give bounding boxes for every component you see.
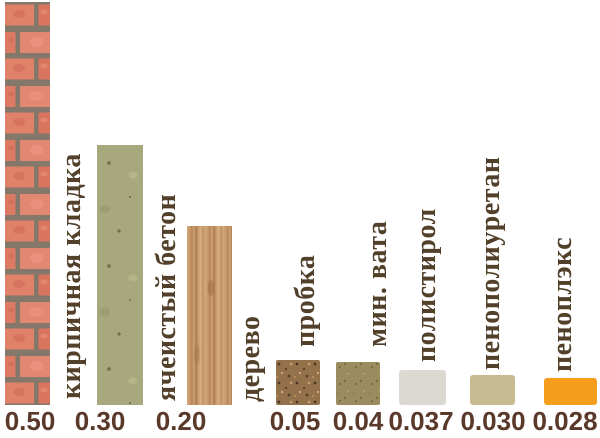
bar-polyurethane [470, 375, 515, 405]
bar-value-cellular-concrete: 0.30 [74, 406, 126, 436]
bar-brick-masonry [5, 2, 50, 405]
bar-wood [187, 226, 232, 405]
bar-value-mineral-wool: 0.04 [332, 406, 384, 436]
bar-value-wood: 0.20 [155, 406, 207, 436]
bar-label-penoplex: пеноплэкс [547, 237, 578, 372]
bar-label-mineral-wool: мин. вата [362, 220, 393, 347]
bar-value-polyurethane: 0.030 [460, 406, 526, 436]
bar-label-cork: пробка [290, 254, 321, 347]
brick-texture-icon [5, 2, 50, 405]
bar-label-polyurethane: пенополиуретан [475, 156, 506, 370]
bar-penoplex [544, 378, 597, 405]
bar-label-wood: дерево [235, 315, 266, 402]
bar-label-polystyrene: полистирол [411, 208, 442, 362]
bar-mineral-wool [336, 362, 380, 405]
bar-cellular-concrete [97, 145, 143, 405]
bar-value-cork: 0.05 [269, 406, 321, 436]
bar-label-cellular-concrete: ячеистый бетон [151, 193, 182, 401]
bar-value-polystyrene: 0.037 [388, 406, 454, 436]
bar-polystyrene [399, 370, 446, 405]
bar-value-brick-masonry: 0.50 [4, 406, 56, 436]
bar-cork [276, 360, 320, 405]
bar-label-brick-masonry: кирпичная кладка [56, 153, 87, 399]
bar-value-penoplex: 0.028 [532, 406, 598, 436]
